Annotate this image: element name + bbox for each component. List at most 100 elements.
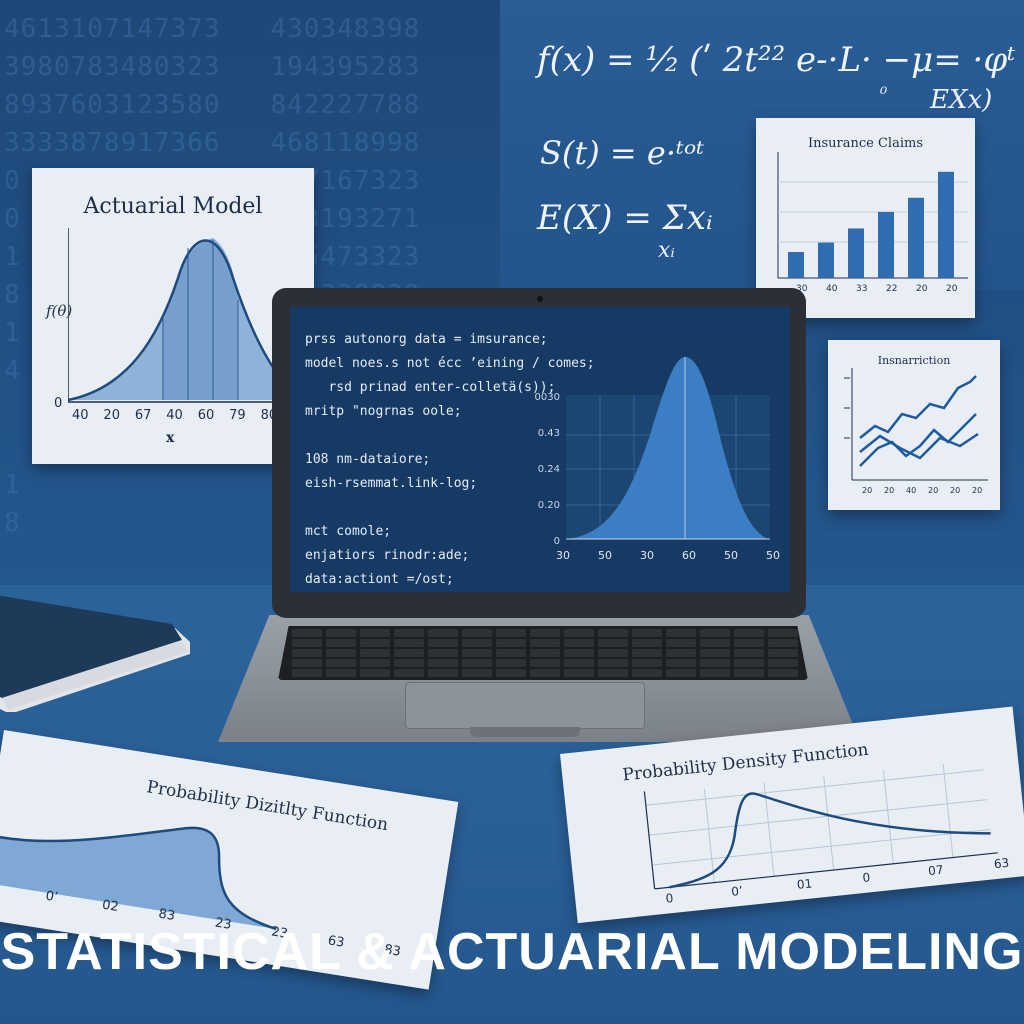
code-line: prss autonorg data = imsurance; [305, 332, 548, 347]
keyboard-key [292, 659, 322, 667]
insurance-line-paper: Insnarriction 20 20 40 20 20 20 [828, 340, 1000, 510]
tick-label: 20 [884, 486, 895, 495]
keyboard-key [632, 669, 662, 677]
keyboard-key [428, 649, 458, 657]
keyboard-key [496, 649, 526, 657]
tick-label: 0.20 [537, 500, 560, 511]
keyboard-key [564, 629, 594, 637]
keyboard-key [530, 659, 560, 667]
keyboard-key [632, 659, 662, 667]
pdf-right-chart [643, 763, 998, 890]
tick-label: 0’ [730, 883, 744, 899]
keyboard-key [734, 639, 764, 647]
keyboard-key [292, 629, 322, 637]
claims-bar [788, 252, 804, 278]
tick-label: 20 [103, 408, 120, 423]
keyboard-key [292, 669, 322, 677]
tick-label: 0 [553, 536, 560, 547]
pdf-left-paper: Probability Dizitlty Function 00’0283232… [0, 730, 459, 990]
keyboard-key [496, 639, 526, 647]
actuarial-model-xlabel: x [166, 430, 175, 446]
keyboard-key [666, 649, 696, 657]
keyboard-key [530, 669, 560, 677]
keyboard-key [598, 629, 628, 637]
tick-label: 30 [640, 549, 654, 562]
actuarial-model-paper: Actuarial Model f(θ) 0 4020674060798030 … [32, 168, 314, 464]
insurance-line-title: Insnarriction [877, 354, 951, 367]
keyboard-key [462, 629, 492, 637]
keyboard-key [326, 669, 356, 677]
keyboard-key [768, 639, 798, 647]
laptop-keyboard [278, 626, 808, 680]
keyboard-key [360, 659, 390, 667]
tick-label: 20 [916, 284, 928, 294]
keyboard-key [768, 629, 798, 637]
tick-label: 79 [229, 408, 246, 423]
keyboard-key [700, 639, 730, 647]
keyboard-key [666, 629, 696, 637]
background-digit-row: 8937603123580 842227788 [4, 90, 421, 120]
tick-label: 0030 [534, 392, 560, 403]
actuarial-model-zero: 0 [54, 396, 63, 411]
tick-label: 30 [796, 284, 808, 294]
tick-label: 07 [927, 862, 945, 879]
code-line: mritp "nogrnas oole; [305, 404, 462, 419]
screen-density-chart [566, 357, 770, 540]
tick-label: 30 [556, 549, 570, 562]
keyboard-key [326, 659, 356, 667]
keyboard-key [700, 649, 730, 657]
claims-bar [908, 197, 924, 278]
tick-label: 40 [826, 284, 838, 294]
code-line: enjatiors rinodr:ade; [305, 548, 470, 563]
keyboard-key [326, 649, 356, 657]
insurance-line-chart [844, 368, 988, 481]
headline-title: STATISTICAL & ACTUARIAL MODELING [0, 923, 1024, 981]
keyboard-key [530, 649, 560, 657]
webcam-icon [537, 296, 543, 302]
tick-label: 0.43 [537, 428, 560, 439]
survival-formula: S(t) = e·ᵗᵒᵗ [540, 134, 705, 172]
keyboard-key [530, 629, 560, 637]
expectation-formula: E(X) = Σxᵢ [537, 198, 713, 238]
claims-bar [878, 211, 894, 278]
keyboard-key [360, 629, 390, 637]
keyboard-key [598, 639, 628, 647]
keyboard-key [462, 659, 492, 667]
keyboard-key [360, 669, 390, 677]
keyboard-key [496, 669, 526, 677]
pdf-left-chart [0, 826, 277, 931]
tick-label: 50 [598, 549, 612, 562]
tick-label: 20 [950, 486, 961, 495]
expectation-subscript: xᵢ [658, 238, 675, 263]
tick-label: 50 [724, 549, 738, 562]
claims-bar [938, 171, 954, 278]
keyboard-key [326, 629, 356, 637]
pdf-formula-fraction: ₀ [880, 78, 888, 99]
keyboard-key [496, 629, 526, 637]
keyboard-key [428, 629, 458, 637]
keyboard-key [428, 639, 458, 647]
tick-label: 63 [993, 855, 1010, 872]
keyboard-key [428, 669, 458, 677]
pdf-formula-tail: EXx) [930, 85, 993, 115]
actuarial-model-title: Actuarial Model [83, 194, 263, 219]
keyboard-key [462, 669, 492, 677]
keyboard-key [530, 639, 560, 647]
tick-label: 40 [72, 408, 89, 423]
keyboard-key [700, 659, 730, 667]
keyboard-key [666, 639, 696, 647]
keyboard-key [768, 669, 798, 677]
tick-label: 20 [862, 486, 873, 495]
keyboard-key [700, 629, 730, 637]
pdf-formula: f(x) = ¹⁄₂ (ʹ 2t²² e-·L· −μ= ·φᵗ [537, 40, 1016, 80]
tick-label: 40 [166, 408, 183, 423]
keyboard-key [598, 669, 628, 677]
tick-label: 20 [928, 486, 939, 495]
tick-label: 0’ [44, 888, 60, 906]
keyboard-key [734, 669, 764, 677]
keyboard-key [360, 639, 390, 647]
keyboard-key [734, 649, 764, 657]
actuarial-model-ylabel: f(θ) [46, 302, 73, 320]
keyboard-key [564, 669, 594, 677]
insurance-claims-xticks: 30 40 33 22 20 20 [796, 284, 966, 298]
